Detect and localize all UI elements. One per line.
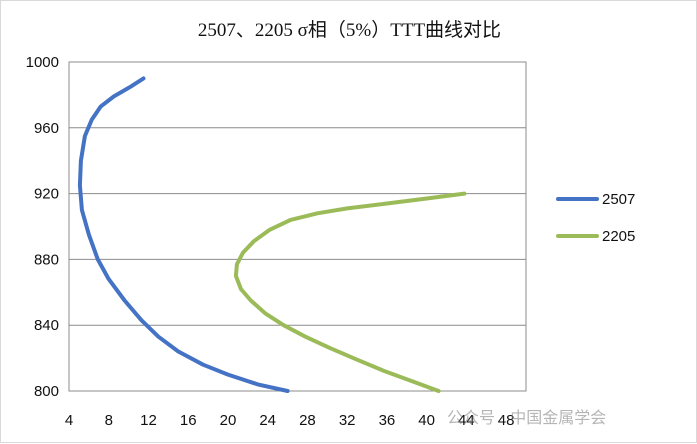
plot-area bbox=[68, 61, 527, 392]
chart-title: 2507、2205 σ相（5%）TTT曲线对比 bbox=[197, 20, 502, 41]
x-tick-label: 32 bbox=[339, 412, 356, 429]
x-tick-label: 12 bbox=[140, 412, 157, 429]
legend-label-2507: 2507 bbox=[602, 191, 635, 208]
x-tick-label: 24 bbox=[259, 412, 276, 429]
x-tick-label: 20 bbox=[220, 412, 237, 429]
x-tick-label: 40 bbox=[418, 412, 435, 429]
y-tick-label: 880 bbox=[34, 251, 59, 268]
x-tick-label: 28 bbox=[299, 412, 316, 429]
y-tick-label: 960 bbox=[34, 120, 59, 137]
y-tick-label: 1000 bbox=[26, 54, 59, 71]
x-tick-label: 8 bbox=[105, 412, 113, 429]
x-tick-label: 48 bbox=[498, 412, 515, 429]
x-tick-label: 16 bbox=[180, 412, 197, 429]
x-tick-label: 36 bbox=[379, 412, 396, 429]
x-tick-label: 4 bbox=[65, 412, 73, 429]
legend-label-2205: 2205 bbox=[602, 228, 635, 245]
series-line-2205 bbox=[233, 191, 467, 393]
y-tick-label: 920 bbox=[34, 186, 59, 203]
y-tick-label: 800 bbox=[34, 383, 59, 400]
series-line-2507 bbox=[77, 76, 290, 393]
watermark: 公众号 · 中国金属学会 bbox=[447, 408, 607, 427]
x-tick-label: 44 bbox=[458, 412, 475, 429]
y-tick-label: 840 bbox=[34, 317, 59, 334]
